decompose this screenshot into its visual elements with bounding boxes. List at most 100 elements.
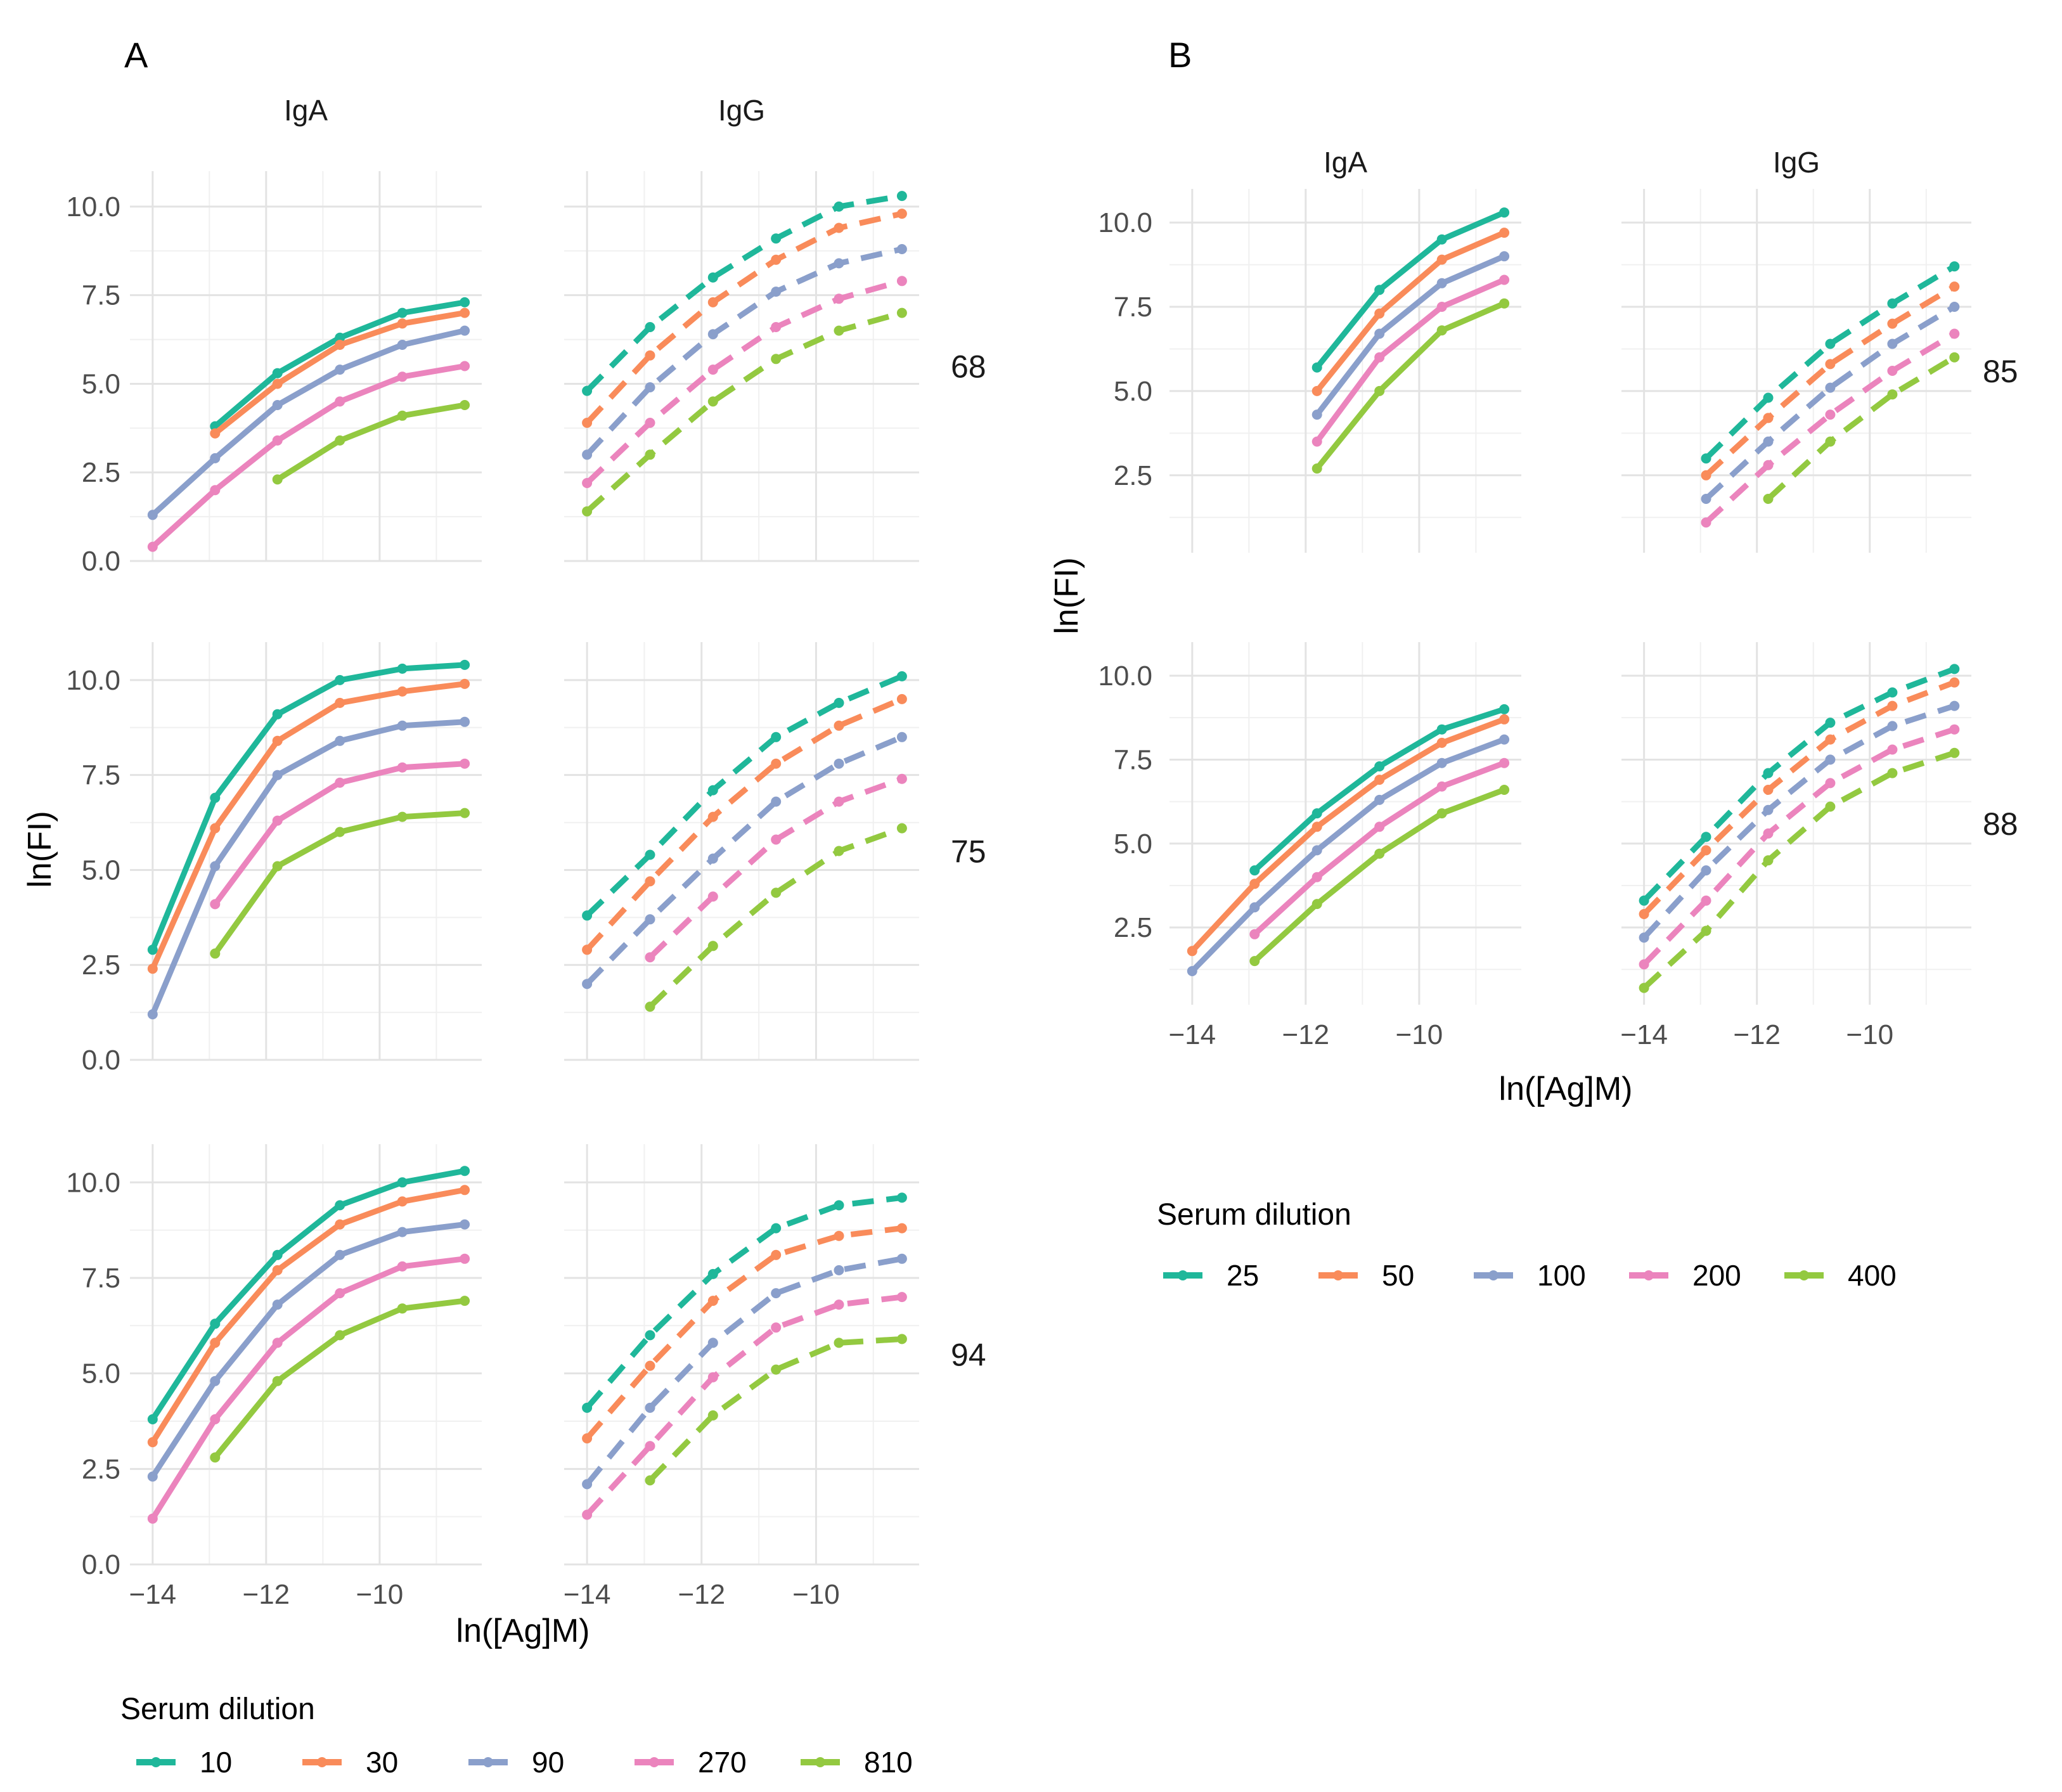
data-point-30 [210,428,221,439]
data-point-25 [1436,724,1447,735]
data-point-270 [335,1288,345,1299]
panel-a-ytick-label: 5.0 [82,368,120,399]
series-line-10 [150,1168,465,1421]
plot-layer: IgA IgG 68 75 94 0.0 2.5 5.0 7.5 10.0 0.0 2.5 5.0 7.5… [66,94,2018,1779]
data-point-25 [1763,768,1774,778]
panel-b-strip-igg: IgG [1773,146,1820,179]
data-point-810 [272,861,283,872]
data-point-10 [582,1402,593,1413]
panel-b-xtick-label: −10 [1396,1019,1443,1050]
data-point-810 [272,1376,283,1386]
data-point-25 [1639,895,1649,906]
data-point-30 [582,944,593,955]
data-point-50 [1311,822,1322,832]
legend-key-point-200 [1644,1270,1654,1280]
data-point-25 [1825,338,1836,349]
series-line-100 [1704,304,1956,501]
data-point-270 [272,435,283,446]
data-point-100 [1249,902,1260,913]
data-point-100 [1949,302,1960,312]
series-line-30 [150,681,465,970]
data-point-270 [397,371,408,382]
data-point-10 [707,1268,718,1279]
data-point-270 [210,899,221,910]
data-point-90 [771,287,782,297]
data-point-270 [771,1322,782,1333]
data-point-100 [1949,700,1960,711]
data-point-50 [1436,737,1447,748]
series-line-400 [1766,354,1956,501]
data-point-90 [210,861,221,872]
data-point-30 [335,1219,345,1230]
data-point-25 [1825,718,1836,728]
series-line-10 [584,673,903,918]
data-point-10 [707,272,718,283]
data-point-90 [397,340,408,350]
panel-b-ytick-label: 5.0 [1114,376,1152,407]
panel-b-ytick-label: 10.0 [1098,207,1152,238]
data-point-200 [1499,274,1510,285]
data-point-810 [834,325,844,336]
legend-key-point-50 [1333,1270,1343,1280]
data-point-810 [707,941,718,951]
panel-a-row-label-94: 94 [951,1338,986,1373]
series-line-90 [150,719,465,1015]
data-point-50 [1499,714,1510,725]
data-point-810 [645,449,655,460]
legend-key-point-100 [1488,1270,1498,1280]
panel-a-ytick-label: 0.0 [82,1045,120,1076]
series-line-100 [1315,254,1505,416]
data-point-270 [397,1261,408,1272]
data-point-30 [896,693,907,704]
data-point-400 [1499,298,1510,309]
series-line-270 [150,1256,465,1521]
panel-a-strip-iga: IgA [284,94,328,127]
data-point-50 [1763,413,1774,423]
legend-label-810: 810 [864,1746,913,1779]
panel-a-ytick-label: 2.5 [82,457,120,488]
data-point-400 [1763,855,1774,866]
data-point-90 [582,449,593,460]
data-point-10 [834,697,844,708]
data-point-270 [771,322,782,332]
series-line-50 [1642,680,1956,917]
data-point-100 [1187,966,1197,976]
data-point-50 [1949,281,1960,292]
legend-label-10: 10 [200,1746,232,1779]
data-point-270 [582,478,593,488]
data-point-90 [645,382,655,392]
data-point-30 [834,222,844,233]
panel-a-xtick-label: −10 [356,1579,404,1610]
series-line-100 [1642,703,1956,940]
data-point-200 [1701,895,1711,906]
data-point-90 [707,329,718,340]
data-point-270 [834,796,844,807]
data-point-400 [1949,352,1960,363]
data-point-50 [1887,700,1898,711]
series-line-100 [1190,737,1505,974]
data-point-10 [460,1166,470,1176]
data-point-270 [335,777,345,788]
data-point-270 [460,758,470,769]
data-point-200 [1436,781,1447,792]
panel-a-y-axis-title: ln(FI) [22,811,58,887]
data-point-50 [1949,677,1960,688]
data-point-200 [1763,828,1774,839]
data-point-90 [645,914,655,925]
data-point-400 [1639,983,1649,993]
data-point-30 [771,254,782,265]
series-line-10 [584,1194,903,1410]
data-point-10 [645,849,655,860]
data-point-200 [1436,302,1447,312]
data-point-100 [1311,845,1322,856]
data-point-200 [1825,409,1836,420]
data-point-30 [707,811,718,822]
data-point-30 [771,758,782,769]
legend-key-point-400 [1799,1270,1809,1280]
series-line-30 [584,696,903,952]
data-point-90 [896,244,907,254]
data-point-90 [147,1471,158,1482]
data-point-270 [335,396,345,407]
panel-a-facet-75-iga [130,642,482,1061]
data-point-810 [335,827,345,837]
